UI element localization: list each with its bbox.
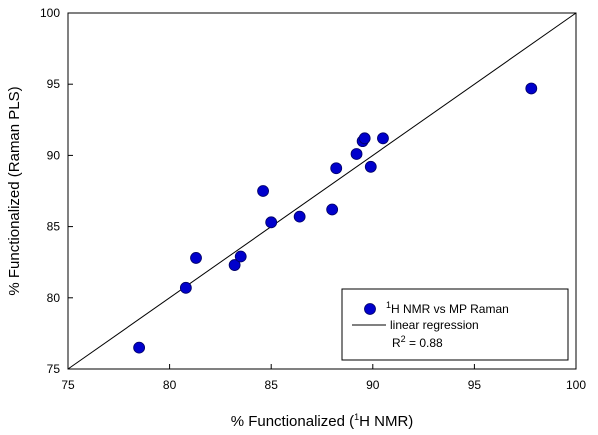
y-tick-label: 100 — [40, 6, 60, 20]
x-tick-label: 80 — [163, 378, 177, 392]
data-point — [293, 210, 306, 223]
x-axis-ticks: 75 80 85 90 95 100 — [61, 364, 586, 392]
y-tick-label: 90 — [47, 148, 61, 162]
x-axis-title: % Functionalized (1H NMR) — [231, 412, 414, 430]
data-point — [257, 185, 269, 197]
x-tick-label: 75 — [61, 378, 75, 392]
data-point — [377, 132, 389, 145]
data-point — [265, 216, 278, 229]
data-point — [326, 203, 339, 216]
legend-label-regression: linear regression — [390, 318, 479, 332]
y-tick-label: 95 — [47, 77, 61, 91]
x-tick-label: 90 — [366, 378, 380, 392]
x-tick-label: 95 — [468, 378, 482, 392]
data-point — [525, 82, 538, 95]
data-point — [228, 259, 241, 271]
data-point — [179, 281, 192, 294]
legend-marker-scatter — [364, 303, 376, 315]
y-tick-label: 80 — [47, 291, 61, 305]
legend: 1H NMR vs MP Raman linear regression R2 … — [341, 288, 569, 361]
r-squared-label: R2 = 0.88 — [392, 334, 443, 350]
legend-label-scatter: 1H NMR vs MP Raman — [386, 300, 509, 316]
x-tick-label: 100 — [566, 378, 586, 392]
data-point — [364, 160, 377, 173]
data-point — [330, 162, 343, 175]
data-point — [350, 148, 363, 160]
y-tick-label: 75 — [47, 362, 61, 376]
data-point — [358, 132, 371, 145]
data-point — [190, 252, 202, 264]
y-axis-title: % Functionalized (Raman PLS) — [6, 86, 23, 295]
y-axis-ticks: 75 80 85 90 95 100 — [40, 6, 73, 376]
data-point — [133, 341, 146, 354]
y-tick-label: 85 — [47, 220, 61, 234]
regression-line — [67, 12, 577, 370]
data-points — [133, 82, 538, 354]
data-point — [234, 250, 247, 263]
plot-area — [67, 12, 577, 370]
x-tick-label: 85 — [265, 378, 279, 392]
